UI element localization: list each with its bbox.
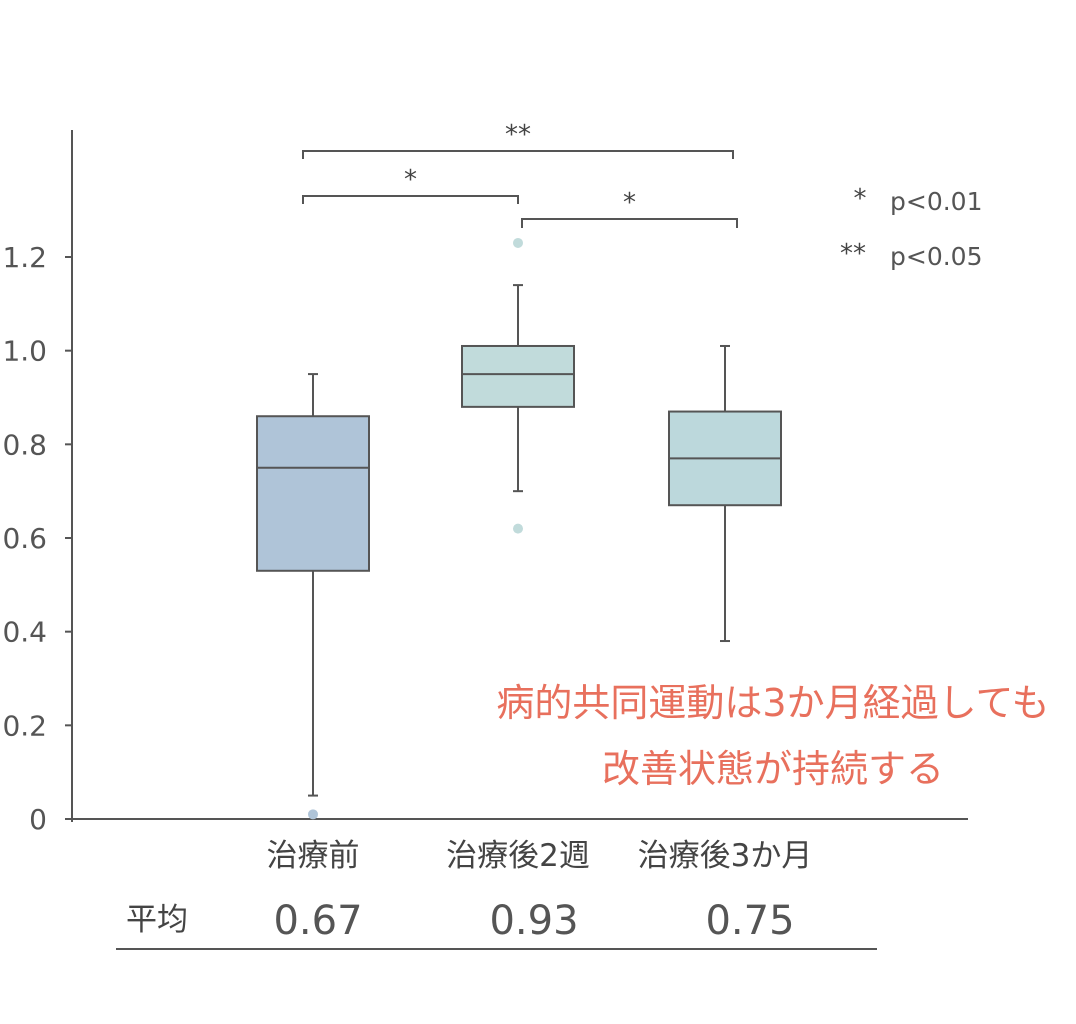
- outlier-point: [308, 809, 318, 820]
- box-iqr: [256, 415, 370, 572]
- mean-value: 0.67: [273, 898, 362, 944]
- mean-value: 0.93: [489, 898, 578, 944]
- legend-text: p<0.05: [890, 242, 982, 271]
- y-tick-label: 0.8: [2, 428, 47, 461]
- bracket-line: [521, 218, 738, 228]
- annotation-line: 改善状態が持続する: [602, 747, 944, 791]
- bracket-label: *: [404, 165, 417, 195]
- legend-symbol: **: [840, 239, 866, 269]
- y-tick-label: 0.6: [2, 522, 47, 555]
- legend-text: p<0.01: [890, 187, 982, 216]
- y-tick-label: 0.4: [2, 616, 47, 649]
- bracket-label: *: [623, 188, 636, 218]
- mean-value: 0.75: [705, 898, 794, 944]
- y-ticks: 0 0.2 0.4 0.6 0.8 1.0 1.2: [2, 241, 72, 836]
- box-iqr: [461, 344, 575, 408]
- x-category-label: 治療前: [267, 838, 360, 874]
- bracket-line: [302, 150, 734, 159]
- mean-row-label: 平均: [126, 902, 188, 938]
- axes: [65, 130, 968, 822]
- x-category-label: 治療後2週: [446, 838, 590, 874]
- y-tick-label: 1.0: [2, 335, 47, 368]
- box-1: [256, 373, 370, 820]
- category-labels: 治療前 治療後2週 治療後3か月: [267, 838, 813, 874]
- significance-bracket: *: [302, 165, 519, 204]
- outlier-point: [513, 237, 523, 248]
- y-tick-label: 0.2: [2, 709, 47, 742]
- legend: * p<0.01 ** p<0.05: [840, 184, 982, 271]
- significance-bracket: **: [302, 120, 734, 159]
- annotation: 病的共同運動は3か月経過しても 改善状態が持続する: [496, 681, 1049, 791]
- box-2: [461, 237, 575, 534]
- bracket-label: **: [505, 120, 531, 150]
- legend-symbol: *: [854, 184, 867, 214]
- significance-bracket: *: [521, 188, 738, 228]
- y-tick-label: 1.2: [2, 241, 47, 274]
- boxes: [256, 237, 782, 820]
- mean-row: 平均 0.67 0.93 0.75: [116, 898, 877, 950]
- y-tick-label: 0: [29, 803, 47, 836]
- outlier-point: [513, 523, 523, 534]
- annotation-line: 病的共同運動は3か月経過しても: [496, 681, 1049, 725]
- significance-brackets: ****: [302, 120, 738, 228]
- x-category-label: 治療後3か月: [638, 838, 813, 874]
- box-3: [668, 344, 782, 643]
- bracket-line: [302, 195, 519, 204]
